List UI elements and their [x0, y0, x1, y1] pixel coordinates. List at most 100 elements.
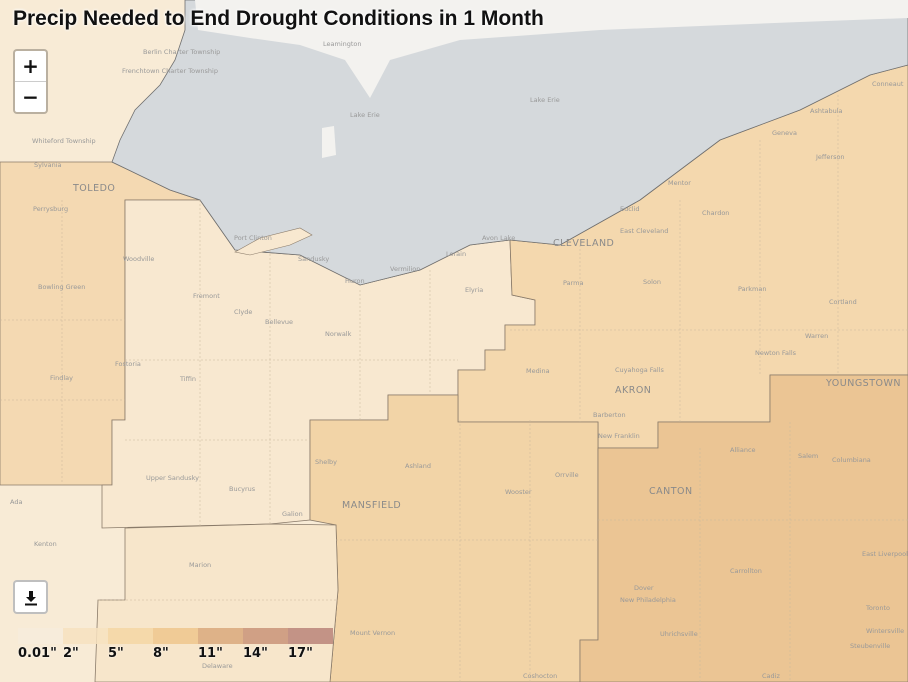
svg-text:Whiteford Township: Whiteford Township [32, 137, 96, 145]
svg-text:New Franklin: New Franklin [598, 432, 640, 440]
svg-text:Port Clinton: Port Clinton [234, 234, 272, 242]
legend-label: 2" [63, 646, 79, 661]
canada-land [195, 0, 908, 98]
download-icon [24, 590, 37, 605]
svg-text:Carrollton: Carrollton [730, 567, 762, 575]
legend-swatches [18, 628, 333, 644]
svg-text:Alliance: Alliance [730, 446, 756, 454]
svg-text:Norwalk: Norwalk [325, 330, 352, 338]
place-labels: TOLEDO CLEVELAND AKRON YOUNGSTOWN CANTON… [10, 40, 908, 680]
legend-swatch [288, 628, 333, 644]
county-lines [0, 95, 908, 682]
svg-text:Dover: Dover [634, 584, 654, 592]
svg-text:East Cleveland: East Cleveland [620, 227, 668, 235]
svg-text:Coshocton: Coshocton [523, 672, 557, 680]
zoom-out-button[interactable]: − [15, 81, 46, 112]
legend-swatch [243, 628, 288, 644]
svg-text:Upper Sandusky: Upper Sandusky [146, 474, 199, 482]
legend-label: 8" [153, 646, 169, 661]
legend: 0.01" 2" 5" 8" 11" 14" 17" [18, 628, 333, 661]
svg-text:Galion: Galion [282, 510, 303, 518]
svg-text:New Philadelphia: New Philadelphia [620, 596, 676, 604]
svg-text:Wintersville: Wintersville [866, 627, 904, 635]
legend-swatch [153, 628, 198, 644]
svg-text:Warren: Warren [805, 332, 828, 340]
svg-text:MANSFIELD: MANSFIELD [342, 500, 401, 511]
island [322, 126, 336, 158]
svg-text:Leamington: Leamington [323, 40, 362, 48]
svg-text:Uhrichsville: Uhrichsville [660, 630, 698, 638]
svg-text:Kenton: Kenton [34, 540, 57, 548]
svg-text:Mount Vernon: Mount Vernon [350, 629, 395, 637]
svg-text:Findlay: Findlay [50, 374, 73, 382]
svg-text:Tiffin: Tiffin [179, 375, 196, 383]
svg-text:Vermilion: Vermilion [390, 265, 420, 273]
svg-text:Avon Lake: Avon Lake [482, 234, 515, 242]
map-title: Precip Needed to End Drought Conditions … [13, 7, 544, 30]
svg-text:Clyde: Clyde [234, 308, 252, 316]
legend-label: 5" [108, 646, 124, 661]
legend-swatch [63, 628, 108, 644]
svg-text:Lorain: Lorain [446, 250, 466, 258]
svg-text:Geneva: Geneva [772, 129, 797, 137]
svg-text:Mentor: Mentor [668, 179, 691, 187]
svg-text:Shelby: Shelby [315, 458, 337, 466]
svg-text:Steubenville: Steubenville [850, 642, 890, 650]
svg-text:Berlin Charter Township: Berlin Charter Township [143, 48, 220, 56]
svg-text:Chardon: Chardon [702, 209, 729, 217]
svg-text:Solon: Solon [643, 278, 661, 286]
svg-text:Wooster: Wooster [505, 488, 532, 496]
svg-text:AKRON: AKRON [615, 385, 651, 396]
legend-label: 0.01" [18, 646, 57, 661]
legend-swatch [18, 628, 63, 644]
svg-text:Cortland: Cortland [829, 298, 857, 306]
svg-text:Elyria: Elyria [465, 286, 483, 294]
svg-text:Euclid: Euclid [620, 205, 640, 213]
svg-text:Fremont: Fremont [193, 292, 220, 300]
svg-text:Sylvania: Sylvania [34, 161, 62, 169]
svg-text:Bucyrus: Bucyrus [229, 485, 256, 493]
svg-text:Ada: Ada [10, 498, 22, 506]
region-mansfield [309, 394, 599, 682]
svg-text:Cuyahoga Falls: Cuyahoga Falls [615, 366, 664, 374]
svg-text:Huron: Huron [345, 277, 365, 285]
legend-labels: 0.01" 2" 5" 8" 11" 14" 17" [18, 646, 333, 661]
region-canton-youngstown [579, 374, 908, 682]
svg-text:CANTON: CANTON [649, 486, 693, 497]
svg-text:Parkman: Parkman [738, 285, 766, 293]
svg-text:Bowling Green: Bowling Green [38, 283, 85, 291]
legend-swatch [108, 628, 153, 644]
svg-text:YOUNGSTOWN: YOUNGSTOWN [825, 378, 901, 389]
marblehead-peninsula [234, 227, 313, 256]
legend-label: 17" [288, 646, 313, 661]
lake-erie [111, 0, 908, 286]
svg-text:Columbiana: Columbiana [832, 456, 871, 464]
svg-text:Fostoria: Fostoria [115, 360, 141, 368]
svg-text:Sandusky: Sandusky [298, 255, 329, 263]
svg-text:Ashtabula: Ashtabula [810, 107, 843, 115]
svg-text:CLEVELAND: CLEVELAND [553, 238, 614, 249]
legend-swatch [198, 628, 243, 644]
svg-text:Toronto: Toronto [865, 604, 890, 612]
svg-text:Lake Erie: Lake Erie [530, 96, 560, 104]
svg-text:East Liverpool: East Liverpool [862, 550, 908, 558]
svg-text:Parma: Parma [563, 279, 584, 287]
svg-text:Frenchtown Charter Township: Frenchtown Charter Township [122, 67, 218, 75]
svg-text:Woodville: Woodville [123, 255, 154, 263]
svg-text:Cadiz: Cadiz [762, 672, 780, 680]
svg-text:Barberton: Barberton [593, 411, 626, 419]
svg-text:TOLEDO: TOLEDO [72, 183, 115, 194]
svg-text:Delaware: Delaware [202, 662, 233, 670]
svg-text:Salem: Salem [798, 452, 818, 460]
svg-text:Orrville: Orrville [555, 471, 579, 479]
svg-text:Perrysburg: Perrysburg [33, 205, 68, 213]
zoom-control: + − [13, 49, 48, 114]
zoom-in-button[interactable]: + [22, 54, 39, 78]
svg-text:Jefferson: Jefferson [815, 153, 845, 161]
legend-label: 14" [243, 646, 268, 661]
download-button[interactable] [13, 580, 48, 614]
svg-text:Bellevue: Bellevue [265, 318, 293, 326]
svg-text:Lake Erie: Lake Erie [350, 111, 380, 119]
legend-label: 11" [198, 646, 223, 661]
